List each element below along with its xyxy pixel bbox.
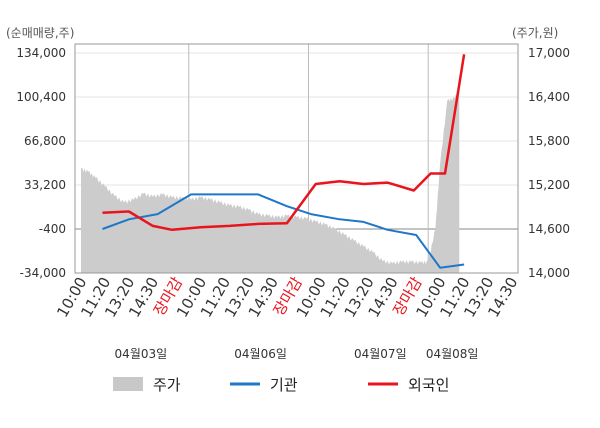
plot-border bbox=[74, 43, 519, 274]
right-tick-label: 16,400 bbox=[528, 90, 570, 104]
right-tick-label: 14,000 bbox=[528, 266, 570, 280]
day-labels: 04월03일 04월06일 04월07일 04월08일 bbox=[115, 347, 479, 361]
price-area bbox=[81, 86, 460, 273]
left-tick-label: -34,000 bbox=[20, 266, 66, 280]
institution-line bbox=[102, 193, 465, 269]
left-tick-label: 134,000 bbox=[16, 46, 66, 60]
legend-label: 외국인 bbox=[408, 376, 449, 394]
day-label: 04월08일 bbox=[426, 347, 479, 361]
right-tick-label: 17,000 bbox=[528, 46, 570, 60]
left-tick-label: 66,800 bbox=[24, 134, 66, 148]
legend: 주가 기관 외국인 bbox=[113, 376, 449, 394]
legend-swatch-price bbox=[113, 377, 143, 391]
day-label: 04월06일 bbox=[234, 347, 287, 361]
foreign-line bbox=[102, 54, 466, 232]
left-axis-ticks: 134,000 100,400 66,800 33,200 -400 -34,000 bbox=[16, 46, 66, 280]
right-axis-unit: (주가,원) bbox=[512, 26, 558, 40]
left-tick-label: 33,200 bbox=[24, 178, 66, 192]
left-axis-unit: (순매매량,주) bbox=[6, 26, 74, 40]
left-tick-label: 100,400 bbox=[16, 90, 66, 104]
day-label: 04월07일 bbox=[354, 347, 407, 361]
right-axis-ticks: 17,000 16,400 15,800 15,200 14,600 14,000 bbox=[528, 46, 570, 280]
right-tick-label: 15,200 bbox=[528, 178, 570, 192]
legend-label: 기관 bbox=[270, 376, 298, 394]
legend-label: 주가 bbox=[153, 376, 181, 394]
series-line-layer bbox=[102, 54, 466, 269]
left-tick-label: -400 bbox=[39, 222, 66, 236]
right-tick-label: 14,600 bbox=[528, 222, 570, 236]
right-tick-label: 15,800 bbox=[528, 134, 570, 148]
day-label: 04월03일 bbox=[115, 347, 168, 361]
price-area-layer bbox=[81, 86, 460, 273]
